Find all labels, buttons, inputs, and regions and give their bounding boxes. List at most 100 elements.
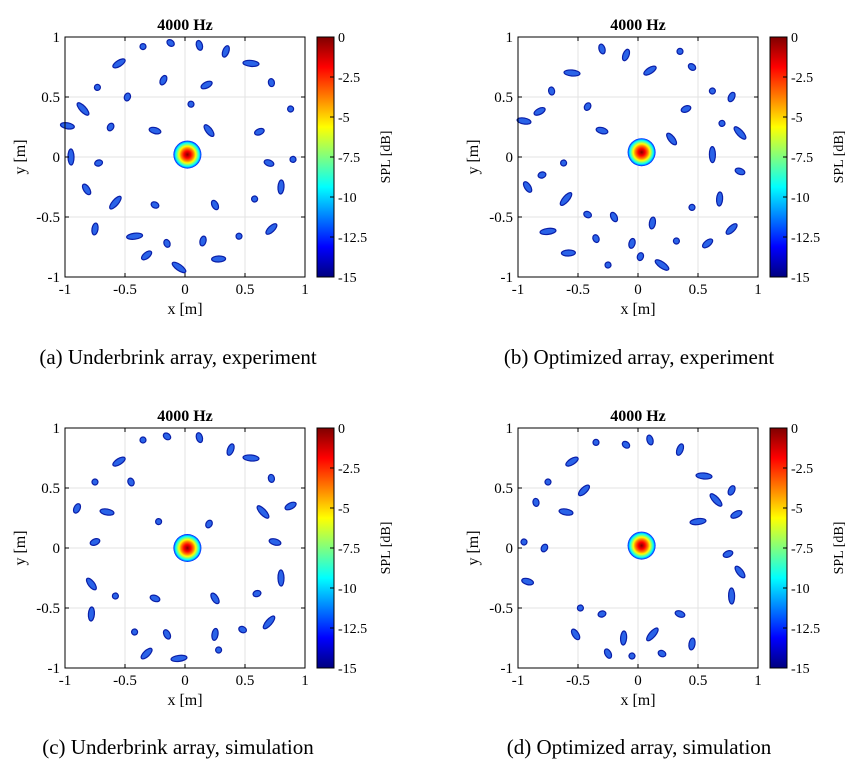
sidelobe [577, 484, 591, 497]
colorbar-tick-label: -5 [338, 502, 350, 517]
sidelobe [140, 250, 153, 261]
x-tick-label: 1 [301, 282, 309, 298]
sidelobe [521, 577, 535, 586]
sidelobe [672, 237, 680, 245]
x-tick-label: 0 [181, 282, 189, 298]
sidelobe [597, 610, 607, 618]
sidelobe [689, 517, 707, 526]
sidelobe [537, 171, 547, 179]
sidelobe [688, 203, 696, 211]
y-tick-label: 0.5 [494, 90, 513, 106]
y-tick-label: -0.5 [36, 601, 60, 617]
sidelobe [109, 195, 122, 210]
y-tick-label: 1 [506, 30, 514, 46]
sidelobe [256, 505, 270, 519]
sidelobe [657, 649, 667, 658]
sidelobe [646, 434, 654, 446]
plot-title: 4000 Hz [157, 408, 213, 425]
sidelobe [126, 232, 144, 240]
panel-a: -1 -0.5 0 0.5 1 -1 -0.5 0 0.5 1 4000 Hz x [m] y [m] 0… [12, 17, 394, 318]
sidelobe [563, 69, 581, 77]
colorbar-tick-label: -15 [338, 271, 357, 286]
sidelobe [621, 440, 631, 449]
sidelobe [674, 610, 686, 618]
sidelobe [733, 126, 747, 140]
x-axis-label: x [m] [167, 692, 202, 709]
sidelobe [149, 594, 161, 603]
y-tick-label: -1 [501, 661, 514, 677]
plot-title: 4000 Hz [610, 408, 666, 425]
sidelobe [221, 45, 230, 58]
y-tick-label: 0.5 [494, 481, 513, 497]
sidelobe [595, 126, 609, 135]
sidelobe [277, 179, 285, 195]
x-tick-label: -0.5 [566, 673, 590, 689]
y-tick-label: 0 [53, 541, 61, 557]
sidelobe [533, 106, 546, 116]
x-axis-label: x [m] [620, 692, 655, 709]
sidelobe [621, 48, 631, 62]
sidelobe [727, 587, 736, 605]
colorbar-tick-label: -7.5 [791, 542, 813, 557]
sidelobe [127, 477, 135, 487]
sidelobe [210, 199, 220, 211]
sidelobe [203, 124, 215, 138]
sidelobe [242, 454, 260, 462]
colorbar-tick-label: 0 [791, 31, 798, 46]
colorbar-tick-label: -7.5 [791, 151, 813, 166]
sidelobe [560, 249, 576, 257]
sidelobe [210, 592, 220, 605]
colorbar-tick-label: -12.5 [338, 231, 367, 246]
sidelobe [695, 472, 713, 480]
sidelobe [150, 201, 160, 209]
y-axis-label: y [m] [12, 530, 29, 565]
colorbar-tick-label: -15 [791, 662, 810, 677]
y-tick-label: 0.5 [41, 90, 60, 106]
y-tick-label: -1 [48, 270, 61, 286]
sidelobe [592, 234, 600, 244]
colorbar-tick-label: -12.5 [791, 231, 820, 246]
sidelobe [163, 238, 171, 248]
sidelobe [628, 237, 636, 249]
sidelobe [187, 100, 195, 108]
panel-c: -1 -0.5 0 0.5 1 -1 -0.5 0 0.5 1 4000 Hz x [m] y [m] 0… [12, 408, 394, 709]
x-tick-label: 0 [181, 673, 189, 689]
sidelobe [267, 78, 276, 88]
sidelobe [195, 432, 204, 444]
sidelobe [287, 105, 295, 113]
main-source [173, 140, 202, 169]
colorbar-tick-label: -2.5 [791, 462, 813, 477]
x-tick-label: 1 [754, 673, 762, 689]
colorbar-label: SPL [dB] [379, 131, 394, 184]
sidelobe [559, 159, 568, 167]
y-axis-label: y [m] [465, 530, 482, 565]
sidelobe [254, 127, 265, 136]
main-source [627, 138, 656, 167]
sidelobe [604, 261, 612, 269]
x-tick-label: 0.5 [689, 282, 708, 298]
colorbar-tick-label: -10 [791, 191, 810, 206]
y-tick-label: 0.5 [41, 481, 60, 497]
colorbar-tick-label: -2.5 [791, 71, 813, 86]
sidelobe [130, 628, 139, 636]
colorbar-tick-label: -10 [791, 582, 810, 597]
x-tick-label: -1 [512, 282, 525, 298]
sidelobe [709, 493, 723, 507]
x-axis-label: x [m] [620, 301, 655, 318]
sidelobe [516, 117, 532, 125]
colorbar-tick-label: -2.5 [338, 462, 360, 477]
sidelobe [154, 517, 163, 526]
sidelobe [112, 456, 126, 467]
y-tick-label: -0.5 [489, 601, 513, 617]
y-tick-label: -0.5 [36, 210, 60, 226]
panels: -1 -0.5 0 0.5 1 -1 -0.5 0 0.5 1 4000 Hz x [m] y [m] 0… [12, 17, 847, 709]
sidelobe [235, 232, 243, 240]
sidelobe [603, 648, 613, 659]
sidelobe [226, 443, 235, 456]
sidelobe [85, 577, 97, 591]
sidelobe [277, 569, 285, 587]
colorbar-tick-label: -2.5 [338, 71, 360, 86]
colorbar-label: SPL [dB] [832, 522, 847, 575]
sidelobe [72, 503, 82, 514]
colorbar-tick-label: -12.5 [791, 622, 820, 637]
